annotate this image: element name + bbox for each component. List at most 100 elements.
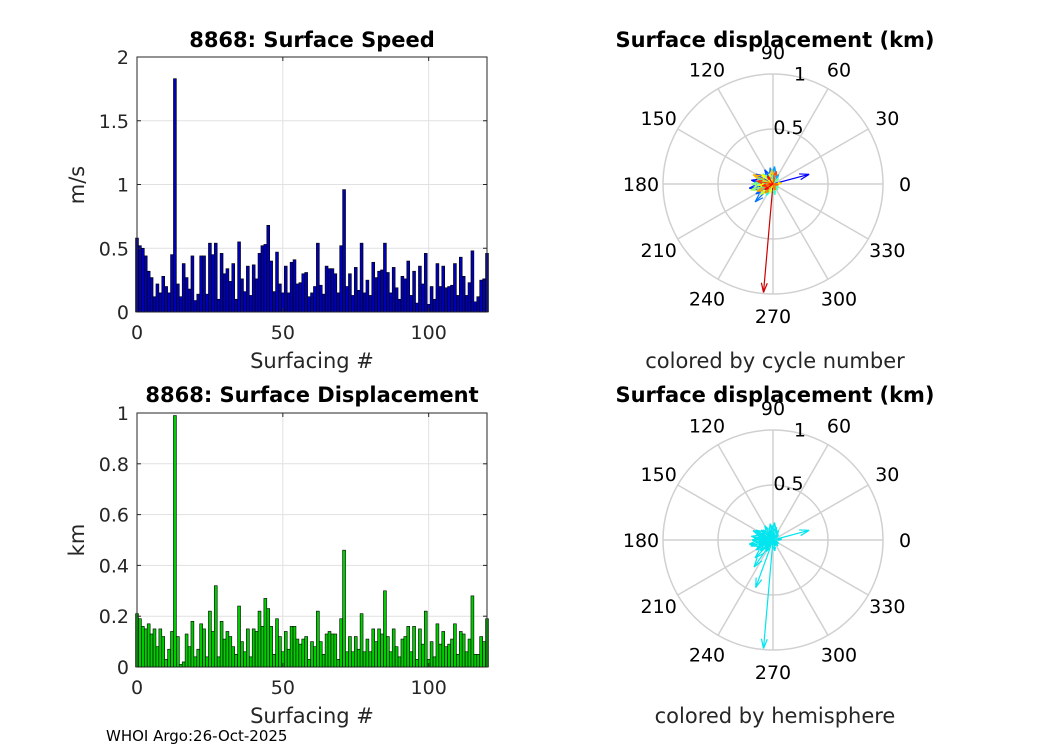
bar xyxy=(240,641,244,668)
vector-head xyxy=(777,538,782,542)
x-tick-label: 0 xyxy=(131,677,143,699)
polar-hemisphere-title: Surface displacement (km) xyxy=(615,383,934,407)
bar xyxy=(482,641,486,668)
bar xyxy=(173,78,177,313)
surface-speed-xlabel: Surfacing # xyxy=(250,349,374,373)
vector-head xyxy=(753,560,763,568)
y-tick-label: 1 xyxy=(117,403,129,425)
vector-head xyxy=(760,282,765,293)
bar xyxy=(333,273,338,313)
y-tick-label: 0 xyxy=(117,302,129,324)
bar xyxy=(386,636,390,668)
displacement-vector xyxy=(772,534,779,541)
displacement-vector xyxy=(770,169,775,185)
bar xyxy=(461,633,466,668)
bar xyxy=(479,636,483,668)
bar xyxy=(453,263,457,313)
vector-head xyxy=(776,178,779,183)
bar xyxy=(307,296,311,313)
angle-label: 300 xyxy=(821,644,857,666)
bar xyxy=(473,653,478,668)
x-tick-label: 100 xyxy=(411,322,447,344)
angle-label: 270 xyxy=(755,306,791,328)
vector-head xyxy=(761,183,766,187)
bar xyxy=(184,633,189,668)
angle-label: 300 xyxy=(821,288,857,310)
angle-label: 30 xyxy=(875,464,899,486)
bar xyxy=(292,626,297,668)
bar xyxy=(321,293,326,313)
angle-label: 180 xyxy=(623,174,659,196)
bar xyxy=(228,636,233,668)
bar xyxy=(295,283,300,313)
vector-head xyxy=(760,529,767,533)
bar xyxy=(178,296,183,313)
bar xyxy=(362,651,367,668)
bar xyxy=(146,270,151,313)
bar xyxy=(216,656,221,668)
bar xyxy=(158,628,163,668)
bar xyxy=(456,653,460,668)
bar xyxy=(141,247,145,313)
bar xyxy=(152,628,157,668)
bar xyxy=(301,638,306,668)
vector-head xyxy=(760,638,765,649)
bar xyxy=(438,643,443,668)
bar xyxy=(161,275,166,313)
bar xyxy=(222,273,227,313)
bar xyxy=(289,626,294,668)
polar-cycle-chart: Surface displacement (km) colored by cyc… xyxy=(615,28,934,373)
bar xyxy=(473,301,478,313)
bar xyxy=(423,610,428,668)
vector-head xyxy=(762,173,768,177)
displacement-vector xyxy=(753,539,774,568)
bar xyxy=(403,636,408,668)
vector-head xyxy=(756,535,763,538)
angle-label: 180 xyxy=(623,530,659,552)
bar xyxy=(260,626,265,668)
vector-shaft xyxy=(771,525,774,541)
vector-head xyxy=(800,173,810,181)
bar xyxy=(345,286,349,313)
bar xyxy=(339,245,343,313)
bar xyxy=(170,631,174,668)
angle-label: 90 xyxy=(761,398,785,420)
bar xyxy=(342,549,346,668)
bar xyxy=(138,618,142,668)
surface-displacement-title: 8868: Surface Displacement xyxy=(145,383,478,407)
bar xyxy=(441,631,446,668)
bar xyxy=(266,225,271,313)
y-tick-label: 0.6 xyxy=(99,505,129,527)
axes-box xyxy=(136,412,488,668)
bar xyxy=(310,292,314,313)
bar xyxy=(351,651,355,668)
angle-label: 0 xyxy=(899,530,911,552)
displacement-vector xyxy=(772,170,778,185)
surface-speed-title: 8868: Surface Speed xyxy=(189,28,435,52)
bar xyxy=(450,638,454,668)
bar xyxy=(216,298,221,313)
vector-head xyxy=(772,547,776,552)
x-tick-label: 50 xyxy=(271,677,295,699)
bar xyxy=(310,641,314,668)
bar xyxy=(278,283,282,313)
vector-shaft xyxy=(762,539,774,649)
bar xyxy=(257,253,262,313)
vector-head xyxy=(750,185,758,191)
vector-head xyxy=(766,531,771,535)
vector-shaft xyxy=(752,174,774,185)
bar xyxy=(444,287,448,313)
vector-head xyxy=(751,183,760,187)
bar xyxy=(307,659,311,668)
bar xyxy=(444,646,448,668)
bar xyxy=(146,623,151,668)
bar xyxy=(374,277,378,313)
displacement-vector xyxy=(772,178,779,185)
bar xyxy=(316,610,320,668)
bar xyxy=(406,260,411,313)
vector-head xyxy=(764,542,768,547)
bar xyxy=(263,244,268,313)
surface-speed-chart: 8868: Surface Speed Surfacing # m/s 0 50 1… xyxy=(65,28,489,373)
angle-label: 210 xyxy=(641,596,677,618)
